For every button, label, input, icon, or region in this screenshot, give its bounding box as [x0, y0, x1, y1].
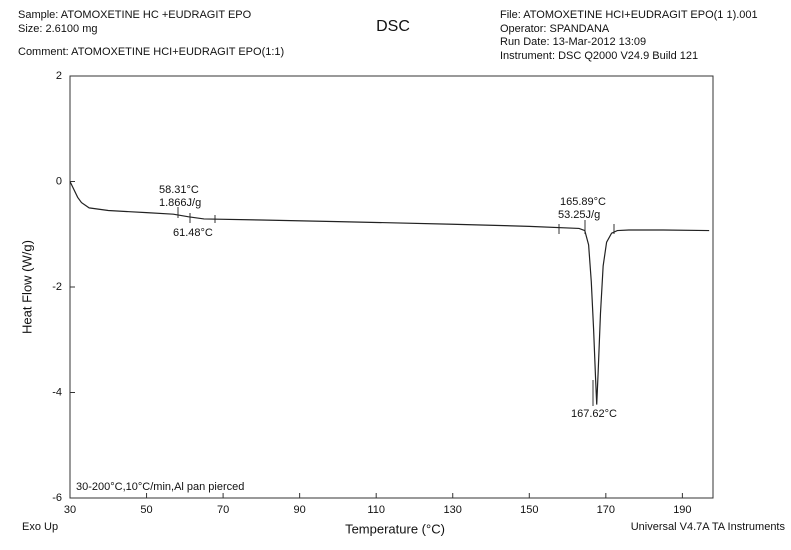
footer-right: Universal V4.7A TA Instruments — [631, 521, 786, 533]
x-tick-label: 110 — [367, 504, 385, 516]
annotation: 1.866J/g — [159, 197, 201, 209]
plot-frame — [69, 75, 714, 499]
operator: Operator: SPANDANA — [500, 23, 610, 35]
annotation: 58.31°C — [159, 184, 199, 196]
y-axis-label: Heat Flow (W/g) — [19, 240, 34, 334]
sample: Sample: ATOMOXETINE HC +EUDRAGIT EPO — [18, 9, 252, 21]
footer-left: Exo Up — [22, 521, 58, 533]
x-tick-label: 30 — [64, 504, 76, 516]
instrument: Instrument: DSC Q2000 V24.9 Build 121 — [500, 50, 698, 62]
y-tick-label: 2 — [56, 70, 62, 82]
annotation: 167.62°C — [571, 408, 617, 420]
y-tick-label: -2 — [52, 281, 62, 293]
y-tick-label: -4 — [52, 386, 62, 398]
y-tick-label: -6 — [52, 492, 62, 504]
heat-flow-curve — [69, 181, 710, 405]
x-tick-label: 90 — [294, 504, 306, 516]
file: File: ATOMOXETINE HCI+EUDRAGIT EPO(1 1).… — [500, 9, 758, 21]
x-tick-label: 190 — [673, 504, 691, 516]
x-tick-label: 50 — [140, 504, 152, 516]
annotation: 165.89°C — [560, 196, 606, 208]
y-tick-label: 0 — [56, 175, 62, 187]
analysis-markers — [177, 207, 615, 406]
comment: Comment: ATOMOXETINE HCI+EUDRAGIT EPO(1:… — [18, 46, 284, 58]
annotation: 61.48°C — [173, 227, 213, 239]
run-date: Run Date: 13-Mar-2012 13:09 — [500, 36, 646, 48]
x-tick-label: 70 — [217, 504, 229, 516]
x-tick-label: 150 — [520, 504, 538, 516]
chart-title: DSC — [376, 18, 410, 35]
x-tick-label: 170 — [597, 504, 615, 516]
annotation: 30-200°C,10°C/min,Al pan pierced — [76, 481, 244, 493]
x-axis-label: Temperature (°C) — [345, 521, 445, 536]
annotation: 53.25J/g — [558, 209, 600, 221]
size: Size: 2.6100 mg — [18, 23, 98, 35]
x-tick-label: 130 — [444, 504, 462, 516]
